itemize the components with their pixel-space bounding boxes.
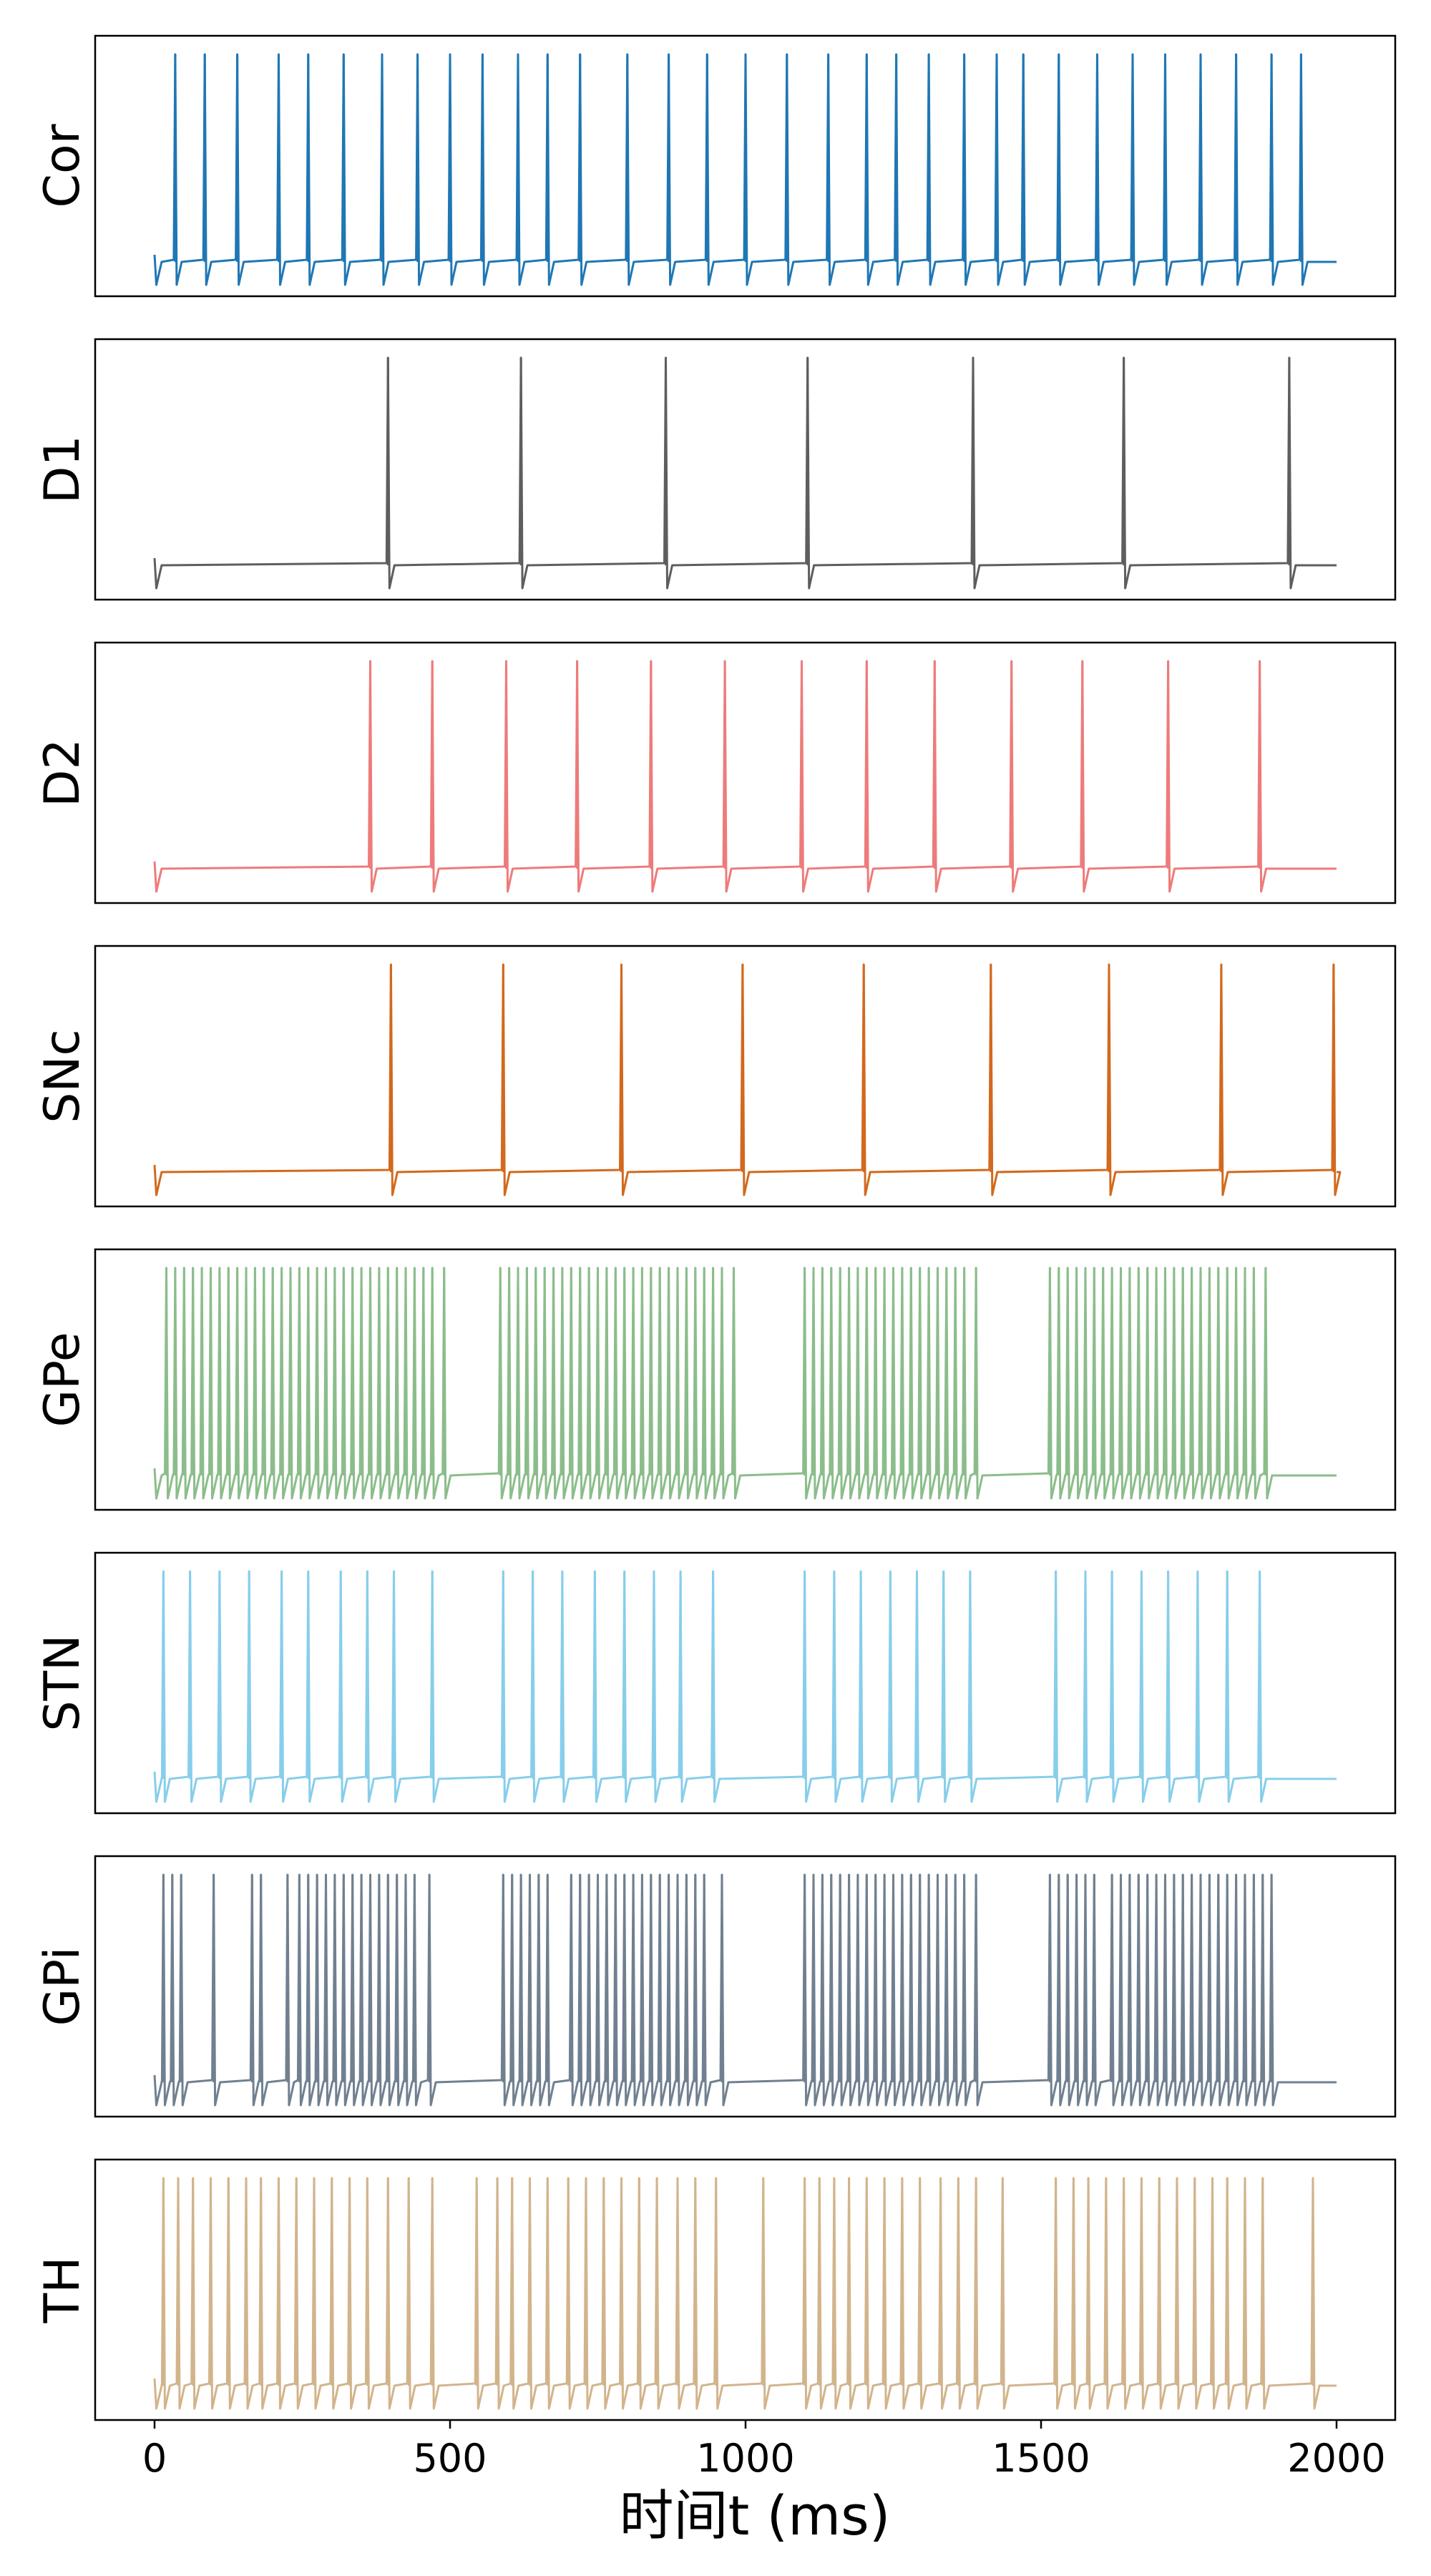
y-axis-label: GPi xyxy=(34,1946,91,2026)
trace-gpe xyxy=(153,1267,1337,1500)
spikes-d2 xyxy=(368,661,1261,869)
panel-d1: D1 xyxy=(34,338,1397,601)
spikes-d1 xyxy=(386,358,1291,565)
x-tick-label: 1000 xyxy=(696,2436,794,2481)
spikes-cor xyxy=(174,54,1302,262)
y-axis-label: Cor xyxy=(34,124,91,208)
spikes-gpe xyxy=(165,1268,1267,1475)
y-axis-label: TH xyxy=(34,2257,91,2324)
panel-frame xyxy=(94,34,1397,298)
spikes-snc xyxy=(389,965,1335,1172)
spikes-gpi xyxy=(162,1875,1273,2082)
panel-gpi: GPi xyxy=(34,1855,1397,2118)
panel-gpe: GPe xyxy=(34,1248,1397,1511)
y-axis-label: SNc xyxy=(34,1029,91,1123)
y-axis-label: GPe xyxy=(34,1332,91,1427)
spikes-th xyxy=(162,2178,1314,2386)
panels: Cor D1 D2 SNc GPe STN GPi TH xyxy=(34,34,1397,2421)
y-axis-label: D2 xyxy=(34,738,91,807)
x-tick-label: 2000 xyxy=(1287,2436,1385,2481)
panel-cor: Cor xyxy=(34,34,1397,298)
y-axis-label: D1 xyxy=(34,435,91,504)
x-tick-label: 0 xyxy=(142,2436,167,2481)
panel-frame xyxy=(94,641,1397,904)
panel-frame xyxy=(94,1248,1397,1511)
panel-frame xyxy=(94,338,1397,601)
panel-snc: SNc xyxy=(34,945,1397,1208)
spikes-stn xyxy=(162,1571,1261,1779)
x-axis-label: 时间t (ms) xyxy=(620,2484,891,2547)
panel-d2: D2 xyxy=(34,641,1397,904)
panel-frame xyxy=(94,1855,1397,2118)
x-tick-label: 500 xyxy=(413,2436,487,2481)
x-tick-label: 1500 xyxy=(992,2436,1090,2481)
y-axis-label: STN xyxy=(34,1634,91,1732)
panel-frame xyxy=(94,1551,1397,1815)
panel-stn: STN xyxy=(34,1551,1397,1815)
x-axis: 0 500 1000 1500 2000 xyxy=(142,2420,1386,2481)
panel-frame xyxy=(94,945,1397,1208)
